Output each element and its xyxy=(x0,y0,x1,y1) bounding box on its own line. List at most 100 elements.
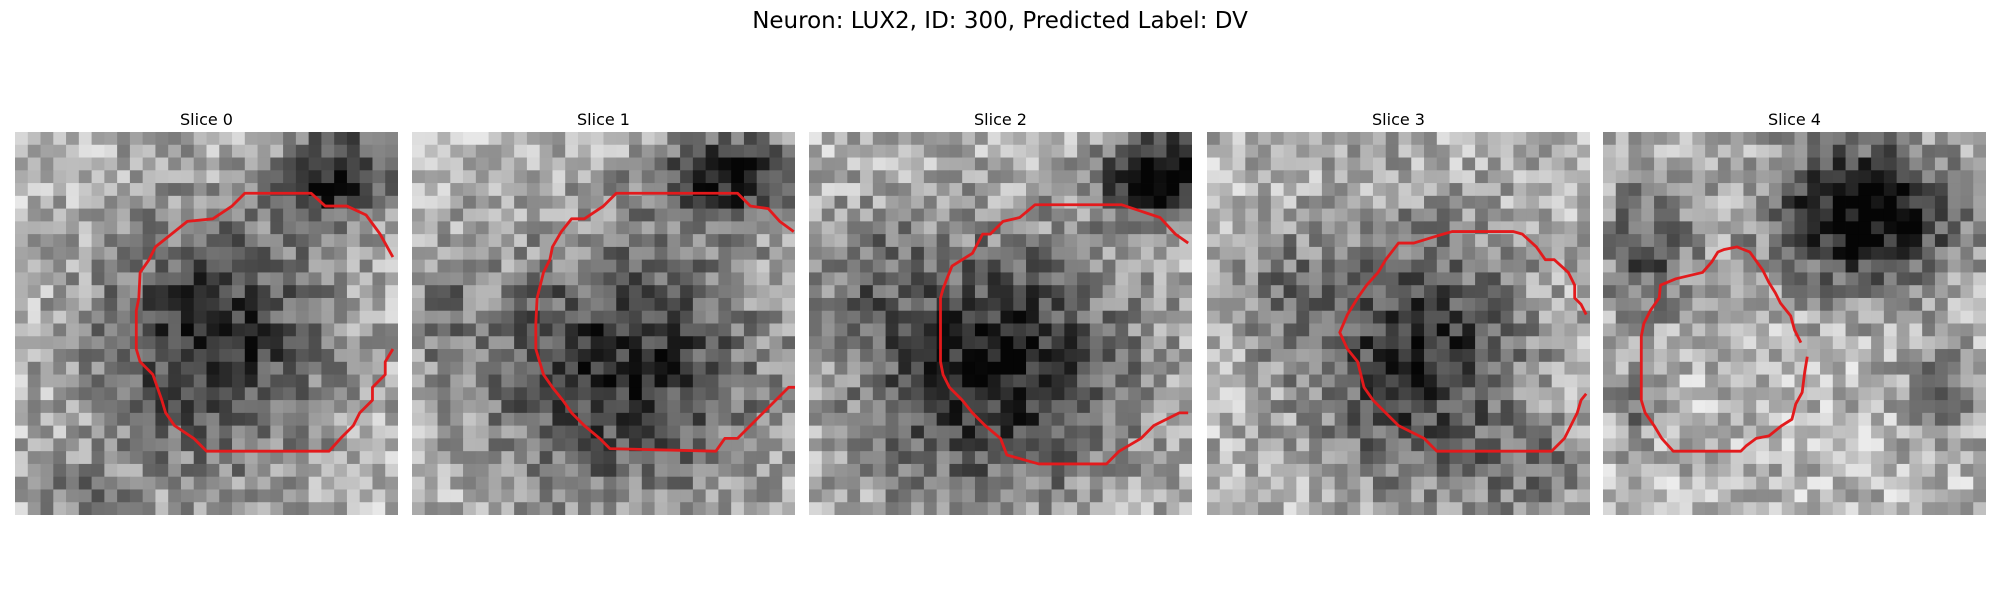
pixel-cell xyxy=(1102,208,1116,222)
pixel-cell xyxy=(142,489,156,503)
pixel-cell xyxy=(463,451,477,465)
pixel-cell xyxy=(1666,221,1680,235)
pixel-cell xyxy=(1140,132,1155,146)
pixel-cell xyxy=(872,349,886,363)
pixel-cell xyxy=(1500,323,1514,337)
pixel-cell xyxy=(718,412,732,427)
pixel-cell xyxy=(283,438,297,452)
pixel-cell xyxy=(475,400,489,414)
pixel-cell xyxy=(257,272,271,286)
pixel-cell xyxy=(1654,221,1668,235)
pixel-cell xyxy=(1947,489,1961,503)
pixel-cell xyxy=(488,310,502,324)
pixel-cell xyxy=(66,476,80,490)
pixel-cell xyxy=(923,336,938,350)
pixel-cell xyxy=(1487,246,1502,261)
pixel-cell xyxy=(129,259,144,273)
pixel-cell xyxy=(1781,451,1795,465)
pixel-cell xyxy=(155,272,169,286)
pixel-cell xyxy=(1051,438,1065,452)
pixel-cell xyxy=(1820,323,1834,337)
pixel-cell xyxy=(974,259,989,273)
pixel-cell xyxy=(450,412,464,427)
pixel-cell xyxy=(1679,463,1693,478)
pixel-cell xyxy=(1140,323,1155,337)
pixel-cell xyxy=(949,361,963,375)
pixel-cell xyxy=(1321,374,1336,388)
pixel-cell xyxy=(1462,183,1476,197)
pixel-cell xyxy=(1424,463,1438,478)
pixel-cell xyxy=(1756,234,1770,248)
pixel-cell xyxy=(1064,463,1078,478)
pixel-cell xyxy=(308,438,322,452)
pixel-cell xyxy=(872,451,886,465)
pixel-cell xyxy=(962,451,976,465)
pixel-cell xyxy=(1102,463,1116,478)
pixel-cell xyxy=(1089,195,1104,209)
pixel-cell xyxy=(78,438,92,452)
pixel-cell xyxy=(1487,323,1502,337)
pixel-cell xyxy=(412,132,426,146)
pixel-cell xyxy=(809,463,823,478)
pixel-cell xyxy=(1424,387,1438,401)
pixel-cell xyxy=(1258,361,1272,375)
pixel-cell xyxy=(1128,170,1142,184)
pixel-cell xyxy=(1513,272,1527,286)
pixel-cell xyxy=(1564,195,1578,209)
pixel-cell xyxy=(334,272,348,286)
pixel-cell xyxy=(641,297,655,312)
pixel-cell xyxy=(488,195,502,209)
pixel-cell xyxy=(603,144,617,158)
pixel-cell xyxy=(834,361,848,375)
pixel-cell xyxy=(539,323,553,337)
pixel-cell xyxy=(1807,349,1821,363)
pixel-cell xyxy=(667,246,681,261)
pixel-cell xyxy=(40,170,54,184)
pixel-cell xyxy=(629,272,643,286)
pixel-cell xyxy=(27,361,41,375)
pixel-cell xyxy=(142,195,156,209)
pixel-cell xyxy=(1462,285,1476,299)
pixel-cell xyxy=(359,221,373,235)
pixel-cell xyxy=(1372,374,1387,388)
pixel-cell xyxy=(898,208,912,222)
pixel-cell xyxy=(1462,170,1476,184)
pixel-cell xyxy=(911,438,925,452)
pixel-cell xyxy=(193,221,207,235)
pixel-cell xyxy=(1756,170,1770,184)
pixel-cell xyxy=(514,387,528,401)
pixel-cell xyxy=(308,412,322,427)
pixel-cell xyxy=(872,361,886,375)
pixel-cell xyxy=(1922,361,1936,375)
pixel-cell xyxy=(372,272,386,286)
pixel-cell xyxy=(257,349,271,363)
pixel-cell xyxy=(40,195,54,209)
pixel-cell xyxy=(463,489,477,503)
pixel-cell xyxy=(1871,310,1885,324)
pixel-cell xyxy=(680,310,694,324)
pixel-cell xyxy=(117,310,131,324)
pixel-cell xyxy=(616,208,630,222)
pixel-cell xyxy=(1513,361,1527,375)
pixel-cell xyxy=(463,285,477,299)
pixel-cell xyxy=(129,157,144,171)
pixel-cell xyxy=(412,195,426,209)
pixel-cell xyxy=(117,157,131,171)
pixel-cell xyxy=(117,425,131,439)
pixel-cell xyxy=(1871,144,1885,158)
pixel-cell xyxy=(603,208,617,222)
pixel-cell xyxy=(168,361,182,375)
pixel-cell xyxy=(78,285,92,299)
pixel-cell xyxy=(1832,132,1846,146)
pixel-cell xyxy=(1692,246,1706,261)
pixel-cell xyxy=(1960,144,1974,158)
pixel-cell xyxy=(834,349,848,363)
pixel-cell xyxy=(1013,297,1027,312)
pixel-cell xyxy=(66,502,80,515)
pixel-cell xyxy=(1717,323,1732,337)
pixel-cell xyxy=(1615,285,1629,299)
pixel-cell xyxy=(78,310,92,324)
pixel-cell xyxy=(78,272,92,286)
pixel-cell xyxy=(603,400,617,414)
pixel-cell xyxy=(667,272,681,286)
